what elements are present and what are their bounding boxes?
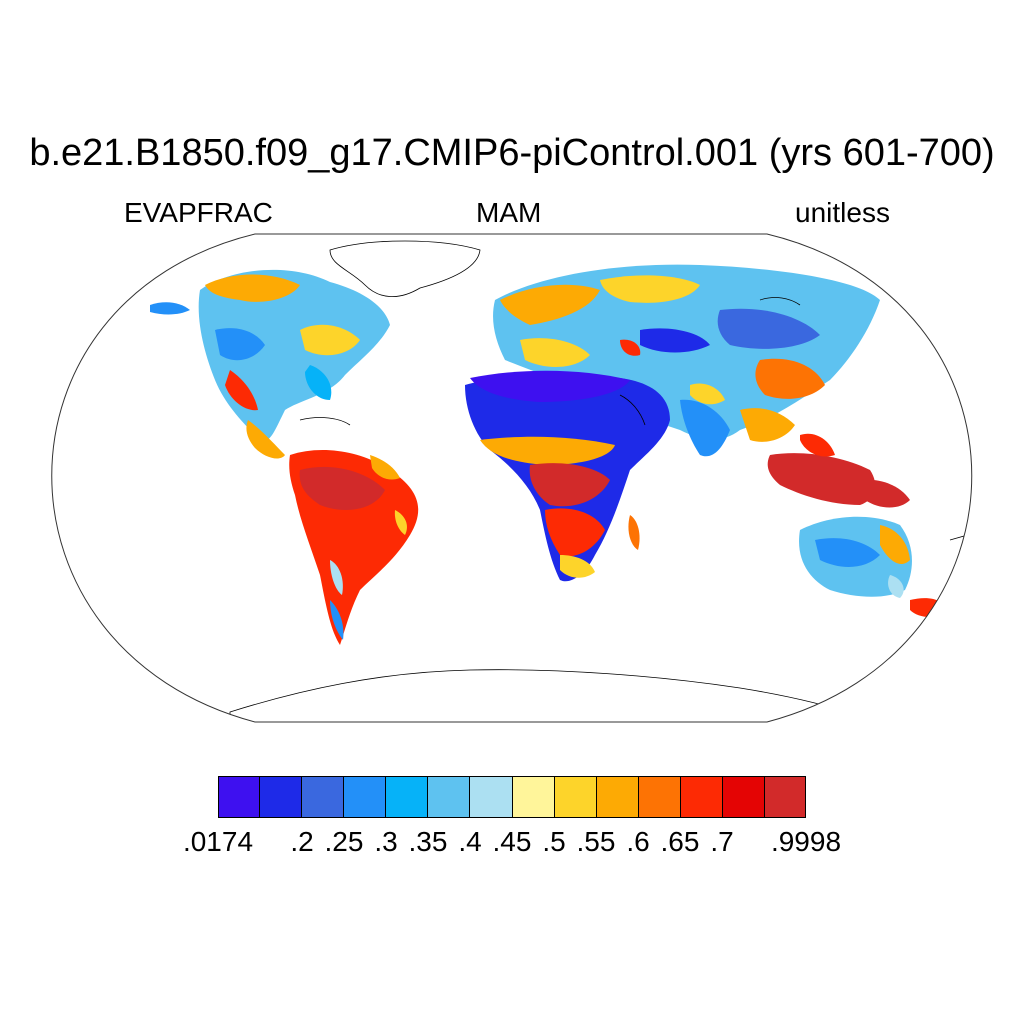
colorbar xyxy=(218,776,807,818)
colorbar-box xyxy=(470,776,513,818)
colorbar-tick-label: .2 xyxy=(290,826,314,857)
antarctica-outline xyxy=(229,669,861,722)
colorbar-box xyxy=(512,776,555,818)
colorbar-box xyxy=(722,776,766,818)
colorbar-tick-label: .55 xyxy=(576,826,616,857)
colorbar-tick-label: .6 xyxy=(626,826,650,857)
map-border xyxy=(51,233,973,723)
units-label: unitless xyxy=(795,197,890,228)
colorbar-box xyxy=(554,776,597,818)
colorbar-box xyxy=(428,776,471,818)
colorbar-tick-label: .0174 xyxy=(182,826,254,857)
plot-title: b.e21.B1850.f09_g17.CMIP6-piControl.001 … xyxy=(29,132,995,174)
colorbar-tick-label: .5 xyxy=(542,826,566,857)
colorbar-box xyxy=(638,776,681,818)
colorbar-box xyxy=(344,776,387,818)
colorbar-box xyxy=(386,776,429,818)
coastline-outlines xyxy=(299,297,972,541)
colorbar-tick-label: .45 xyxy=(492,826,532,857)
colorbar-box xyxy=(260,776,303,818)
colorbar-box xyxy=(765,776,807,818)
maritime-continent xyxy=(767,453,876,505)
colorbar-tick-label: .25 xyxy=(324,826,364,857)
colorbar-tick-label: .3 xyxy=(374,826,398,857)
greenland-outline xyxy=(329,240,481,298)
colorbar-tick-label: .65 xyxy=(660,826,700,857)
variable-label: EVAPFRAC xyxy=(124,197,273,228)
colorbar-tick-label: .35 xyxy=(408,826,448,857)
colorbar-tick-label: .9998 xyxy=(770,826,842,857)
season-label: MAM xyxy=(476,197,542,228)
colorbar-box xyxy=(302,776,345,818)
colorbar-box xyxy=(218,776,261,818)
colorbar-box xyxy=(680,776,723,818)
colorbar-tick-label: .7 xyxy=(710,826,734,857)
colorbar-tick-label: .4 xyxy=(458,826,482,857)
colorbar-box xyxy=(596,776,639,818)
